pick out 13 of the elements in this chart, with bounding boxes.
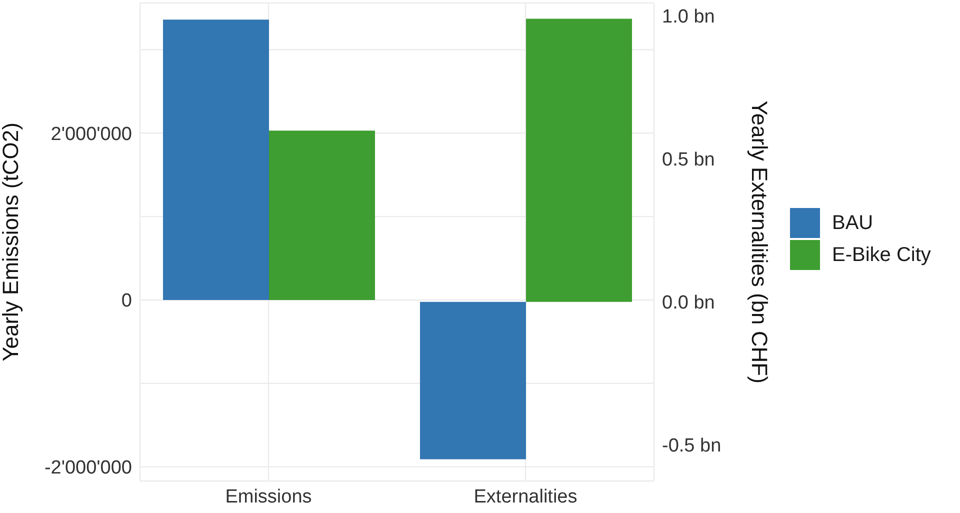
y-tick-label: 0 (121, 290, 132, 312)
x-tick-label: Externalities (474, 486, 578, 508)
y-tick-label: -2'000'000 (44, 458, 132, 479)
y-tick-label: 2'000'000 (50, 124, 132, 145)
y2-tick-label: 0.0 bn (662, 292, 715, 314)
x-tick-label: Emissions (225, 486, 312, 508)
y2-tick-label: -0.5 bn (662, 436, 722, 457)
legend-label: E-Bike City (832, 244, 931, 266)
y2-axis-title: Yearly Externalities (bn CHF) (747, 100, 772, 384)
y2-tick-label: 1.0 bn (662, 6, 715, 28)
y-axis-title: Yearly Emissions (tCO2) (0, 122, 23, 362)
y2-tick-label: 0.5 bn (662, 150, 715, 171)
legend-label: BAU (832, 212, 874, 234)
